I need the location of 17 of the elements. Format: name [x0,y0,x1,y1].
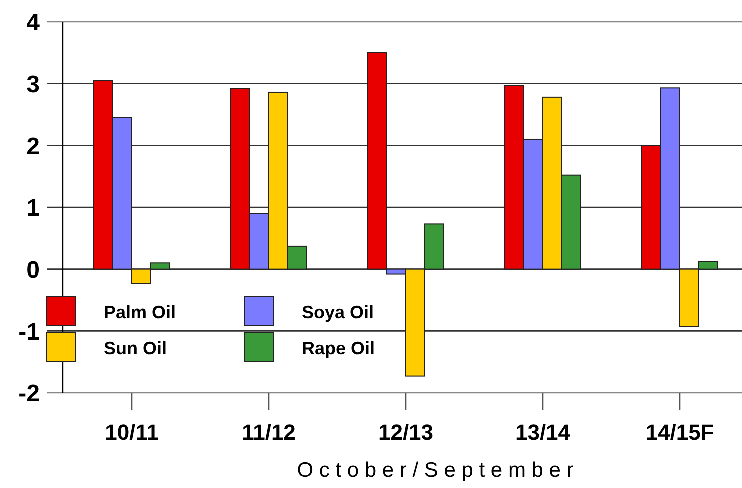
y-tick-label: 3 [26,71,40,98]
x-tick-label: 10/11 [105,420,159,445]
legend-label: Rape Oil [302,338,376,358]
x-tick-label: 12/13 [378,420,434,445]
x-tick-label: 14/15F [646,420,714,445]
y-tick-label: -2 [18,380,40,408]
x-tick-label: 13/14 [515,420,572,445]
legend-label: Sun Oil [104,338,167,358]
y-tick-label: 2 [26,133,40,160]
legend-label: Palm Oil [104,302,176,322]
x-tick-label: 11/12 [242,420,296,445]
y-tick-label: 0 [26,256,40,284]
y-tick-label: -1 [18,318,40,346]
y-tick-label: 4 [26,10,41,37]
legend-label: Soya Oil [302,302,374,322]
x-axis-title: O c t o b e r / S e p t e m b e r [297,459,574,482]
y-tick-label: 1 [26,195,40,222]
